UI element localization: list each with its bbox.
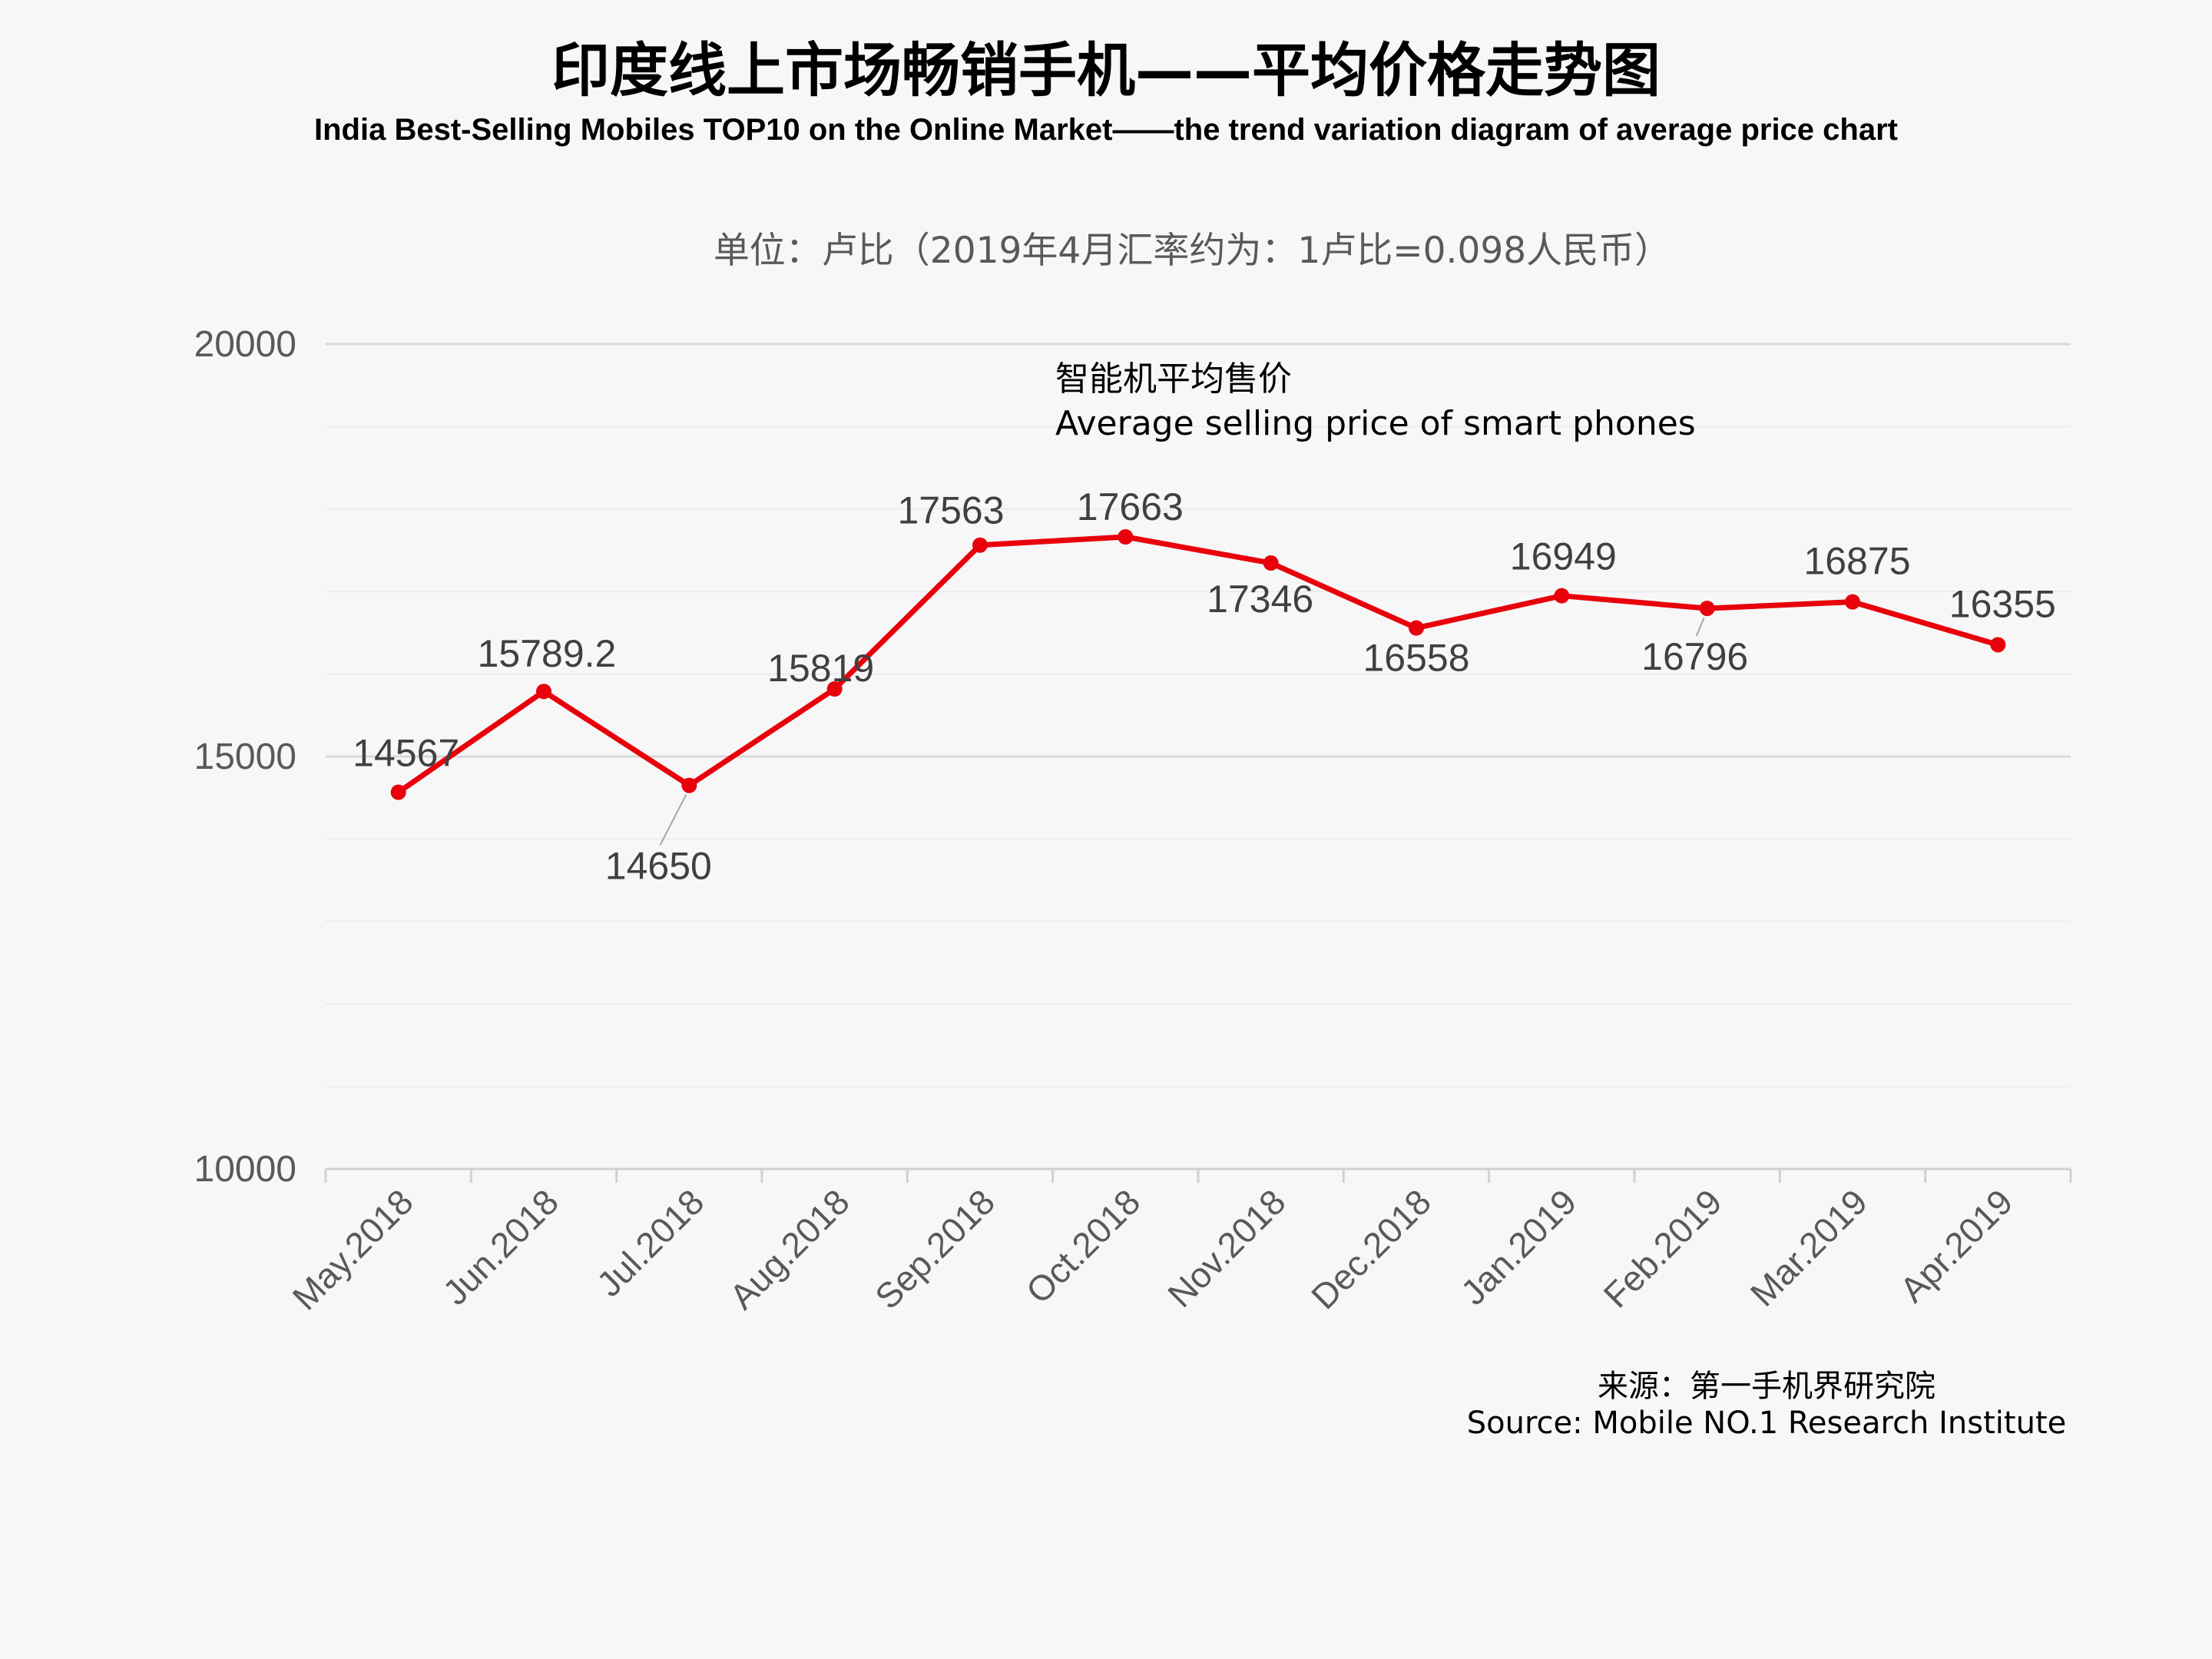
data-label: 15819 — [767, 647, 874, 690]
y-tick-label: 15000 — [194, 737, 296, 777]
data-point — [681, 777, 697, 793]
data-label: 16949 — [1510, 535, 1617, 578]
label-layer: 14567 15789.2 14650 15819 17563 17663 17346 165… — [353, 485, 2056, 888]
data-point — [972, 537, 988, 553]
legend-label-cn: 智能机平均售价 — [1055, 359, 1292, 399]
x-tick-label: Jan.2019 — [1453, 1181, 1584, 1313]
x-tick-label: Oct.2018 — [1018, 1181, 1148, 1311]
chart-subtitle: India Best-Selling Mobiles TOP10 on the … — [314, 113, 1898, 147]
data-point — [1263, 555, 1279, 571]
x-tick-label: Dec.2018 — [1303, 1181, 1439, 1316]
data-point — [390, 784, 406, 800]
data-label: 14650 — [605, 845, 712, 888]
data-label: 15789.2 — [478, 632, 617, 675]
y-tick-label: 10000 — [194, 1149, 296, 1190]
unit-note: 单位：卢比（2019年4月汇率约为：1卢比=0.098人民币） — [714, 230, 1671, 272]
x-tick-label: Jun.2018 — [435, 1181, 566, 1313]
data-point — [1990, 637, 2006, 653]
x-tick-label: Nov.2018 — [1160, 1181, 1293, 1315]
x-tick-label: Jul.2018 — [589, 1181, 712, 1304]
data-label: 16558 — [1363, 637, 1469, 680]
data-point — [1554, 588, 1570, 604]
x-tick-label: Aug.2018 — [722, 1181, 857, 1316]
x-tick-label: Feb.2019 — [1596, 1181, 1730, 1315]
x-tick-label: May.2018 — [285, 1181, 421, 1317]
data-label: 16796 — [1641, 635, 1748, 678]
series-layer — [390, 528, 2006, 800]
leader-layer — [659, 617, 1705, 846]
data-point — [536, 684, 551, 700]
data-label: 17563 — [897, 489, 1004, 532]
data-point — [1699, 601, 1715, 617]
source-label-en: Source: Mobile NO.1 Research Institute — [1467, 1406, 2066, 1441]
series-line — [396, 534, 2001, 796]
data-point — [1409, 620, 1424, 636]
chart-title: 印度线上市场畅销手机——平均价格走势图 — [551, 36, 1661, 104]
legend-label-en: Average selling price of smart phones — [1055, 404, 1696, 443]
data-label: 16355 — [1949, 582, 2056, 625]
data-label-leader — [659, 794, 687, 846]
x-tick-label: Apr.2019 — [1892, 1181, 2020, 1310]
data-label-leader — [1695, 617, 1705, 637]
data-label: 17663 — [1077, 485, 1184, 528]
data-label: 14567 — [353, 732, 459, 775]
x-tick-label: Sep.2018 — [867, 1181, 1002, 1316]
grid-layer — [326, 343, 2071, 1088]
data-label: 16875 — [1803, 540, 1910, 583]
x-tick-label: Mar.2019 — [1743, 1181, 1875, 1313]
data-point — [826, 681, 843, 697]
data-label: 17346 — [1207, 578, 1313, 621]
data-point — [1118, 528, 1134, 545]
data-point — [1845, 594, 1860, 610]
y-tick-label: 20000 — [194, 324, 296, 365]
source-label-cn: 来源：第一手机界研究院 — [1598, 1369, 1936, 1404]
